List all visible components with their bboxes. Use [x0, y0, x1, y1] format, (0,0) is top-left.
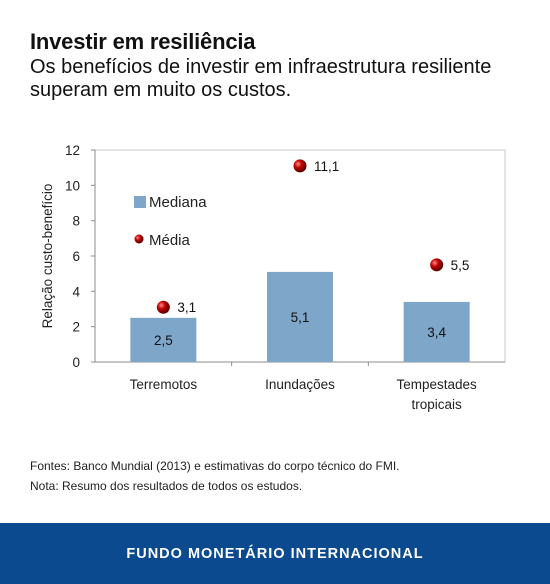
- legend-label-median: Mediana: [149, 194, 207, 211]
- mean-value-label: 5,5: [451, 258, 470, 273]
- x-category-label: tropicais: [412, 397, 463, 412]
- y-tick-label: 10: [65, 178, 80, 193]
- chart-title: Investir em resiliência: [30, 29, 256, 54]
- y-tick-label: 0: [72, 355, 80, 370]
- sources-note: Fontes: Banco Mundial (2013) e estimativ…: [30, 459, 400, 473]
- y-axis-label: Relação custo-benefício: [40, 184, 55, 329]
- bar-chart: 0 2 4 6 8 10 12 Relação custo-benefício 2,5 5,1 3,…: [40, 143, 506, 412]
- y-tick-label: 8: [72, 214, 80, 229]
- x-category-label: Tempestades: [397, 377, 478, 392]
- bar-value-label: 3,4: [427, 325, 446, 340]
- y-tick-label: 12: [65, 143, 80, 158]
- mean-point: [430, 258, 444, 272]
- summary-note: Nota: Resumo dos resultados de todos os …: [30, 479, 303, 493]
- bar-value-label: 2,5: [154, 333, 173, 348]
- mean-point: [293, 159, 307, 173]
- legend-marker-mean: [134, 234, 144, 244]
- mean-value-label: 11,1: [314, 159, 339, 174]
- y-tick-label: 4: [72, 284, 80, 299]
- legend-swatch-median: [134, 196, 146, 208]
- footer-banner: FUNDO MONETÁRIO INTERNACIONAL: [0, 523, 550, 584]
- x-category-label: Terremotos: [130, 377, 198, 392]
- bar-median: [267, 271, 333, 362]
- bar-median: [403, 301, 470, 362]
- y-tick-label: 6: [72, 249, 80, 264]
- chart-notes: Fontes: Banco Mundial (2013) e estimativ…: [30, 456, 400, 496]
- mean-point: [156, 300, 170, 314]
- mean-value-label: 3,1: [177, 300, 196, 315]
- bar-median: [130, 317, 197, 362]
- legend-label-mean: Média: [149, 232, 191, 249]
- y-tick-label: 2: [72, 320, 80, 335]
- organization-name: FUNDO MONETÁRIO INTERNACIONAL: [126, 545, 424, 562]
- x-category-label: Inundações: [265, 377, 335, 392]
- bar-value-label: 5,1: [291, 310, 310, 325]
- chart-subtitle: Os benefícios de investir em infraestrut…: [30, 56, 492, 101]
